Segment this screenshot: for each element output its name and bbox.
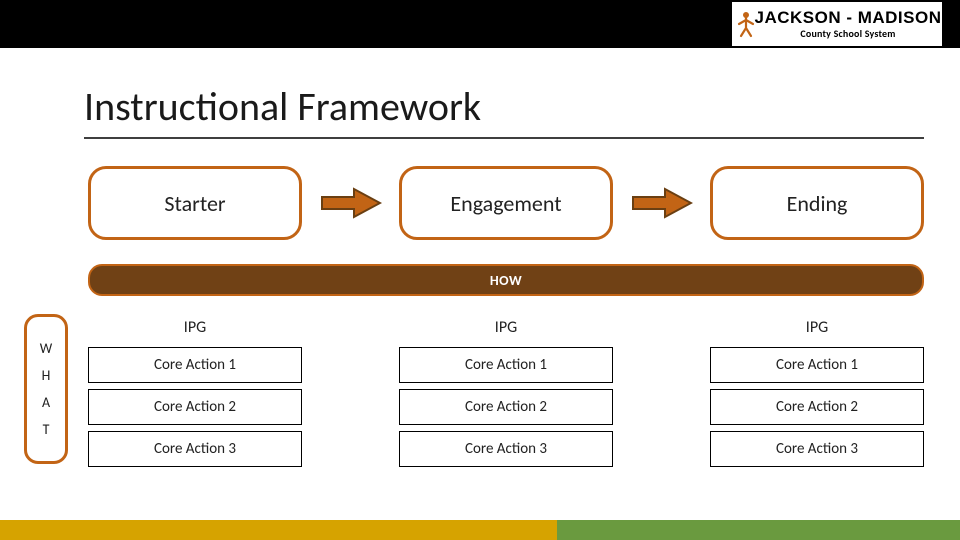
what-letter: A <box>42 394 50 411</box>
page-title: Instructional Framework <box>84 82 924 139</box>
brand-box: JACKSON - MADISON County School System <box>732 2 942 46</box>
ipg-column: IPG Core Action 1 Core Action 2 Core Act… <box>710 312 924 473</box>
stripe-green <box>557 520 960 540</box>
ipg-header: IPG <box>710 312 924 347</box>
arrow-icon <box>631 186 693 220</box>
core-action-cell: Core Action 2 <box>399 389 613 425</box>
ipg-column: IPG Core Action 1 Core Action 2 Core Act… <box>88 312 302 473</box>
what-letter: T <box>43 421 50 438</box>
ipg-header: IPG <box>88 312 302 347</box>
core-action-cell: Core Action 2 <box>88 389 302 425</box>
how-bar: HOW <box>88 264 924 296</box>
what-pill: W H A T <box>24 314 68 464</box>
core-action-cell: Core Action 3 <box>710 431 924 467</box>
brand-subtitle: County School System <box>800 27 895 40</box>
ipg-header: IPG <box>399 312 613 347</box>
person-logo-icon <box>736 10 756 38</box>
flow-pill-ending: Ending <box>710 166 924 240</box>
brand-title: JACKSON - MADISON <box>754 9 941 26</box>
core-action-cell: Core Action 3 <box>88 431 302 467</box>
flow-pill-starter: Starter <box>88 166 302 240</box>
what-letter: H <box>42 367 51 384</box>
what-letter: W <box>40 340 52 357</box>
core-action-cell: Core Action 3 <box>399 431 613 467</box>
flow-pill-engagement: Engagement <box>399 166 613 240</box>
ipg-column: IPG Core Action 1 Core Action 2 Core Act… <box>399 312 613 473</box>
flow-row: Starter Engagement Ending <box>88 166 924 240</box>
stripe-gold <box>0 520 557 540</box>
core-action-cell: Core Action 1 <box>399 347 613 383</box>
core-action-cell: Core Action 1 <box>710 347 924 383</box>
arrow-icon <box>320 186 382 220</box>
header-bar: JACKSON - MADISON County School System <box>0 0 960 48</box>
bottom-stripe <box>0 520 960 540</box>
columns-wrap: IPG Core Action 1 Core Action 2 Core Act… <box>88 312 924 473</box>
core-action-cell: Core Action 2 <box>710 389 924 425</box>
core-action-cell: Core Action 1 <box>88 347 302 383</box>
